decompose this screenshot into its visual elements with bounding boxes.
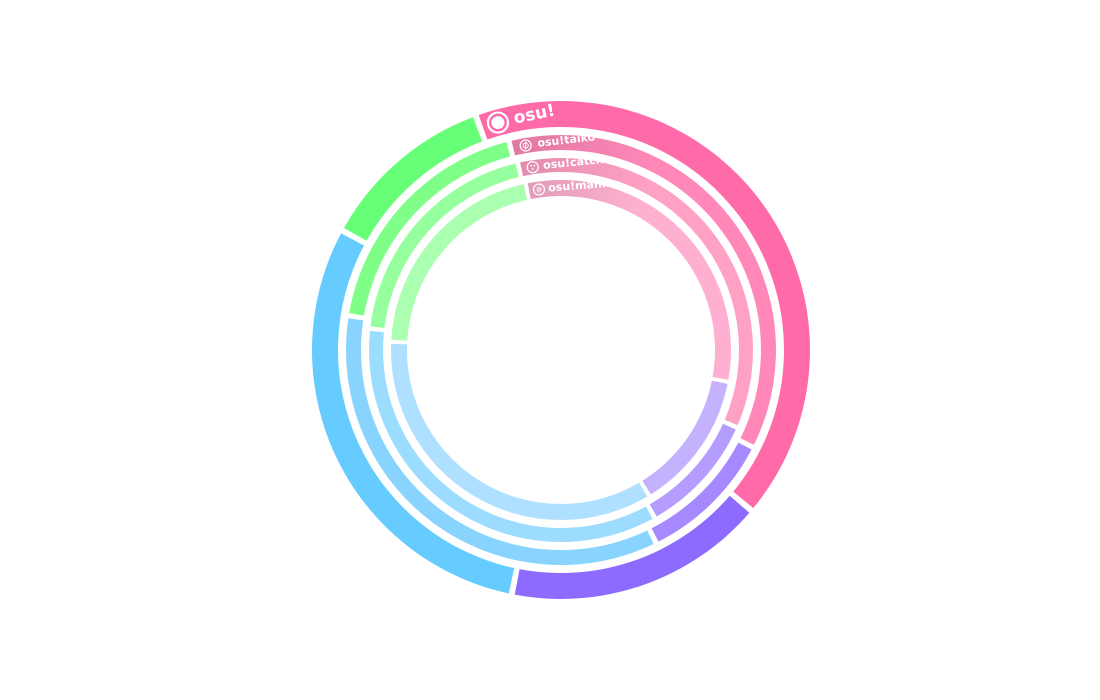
ring-3-segment-0 — [527, 179, 731, 380]
ring-label-3: osu!mania — [548, 176, 614, 194]
ring-1-segment-0 — [511, 135, 776, 445]
ring-0-segment-0 — [478, 101, 810, 509]
ring-2-segment-0 — [520, 158, 753, 426]
ring-2-segment-3 — [370, 163, 519, 328]
ring-1-segment-2 — [346, 318, 654, 565]
ring-1-segment-3 — [349, 142, 511, 316]
catch-mode-icon — [526, 161, 539, 174]
taiko-mode-icon — [519, 139, 532, 152]
ring-0-segment-1 — [514, 495, 750, 600]
ring-3-segment-3 — [391, 184, 528, 341]
ring-3-segment-2 — [390, 343, 648, 520]
ring-0-segment-2 — [312, 233, 515, 594]
ring-segments — [312, 101, 810, 600]
mania-mode-icon — [532, 183, 546, 196]
ring-0-segment-3 — [343, 117, 483, 241]
ring-3-segment-1 — [642, 380, 728, 495]
osu-mode-icon — [486, 111, 510, 134]
ring-1-segment-1 — [651, 442, 752, 542]
ring-label-2: osu!catch — [543, 153, 604, 172]
ring-2-segment-2 — [369, 330, 653, 542]
ring-2-segment-1 — [649, 423, 736, 517]
